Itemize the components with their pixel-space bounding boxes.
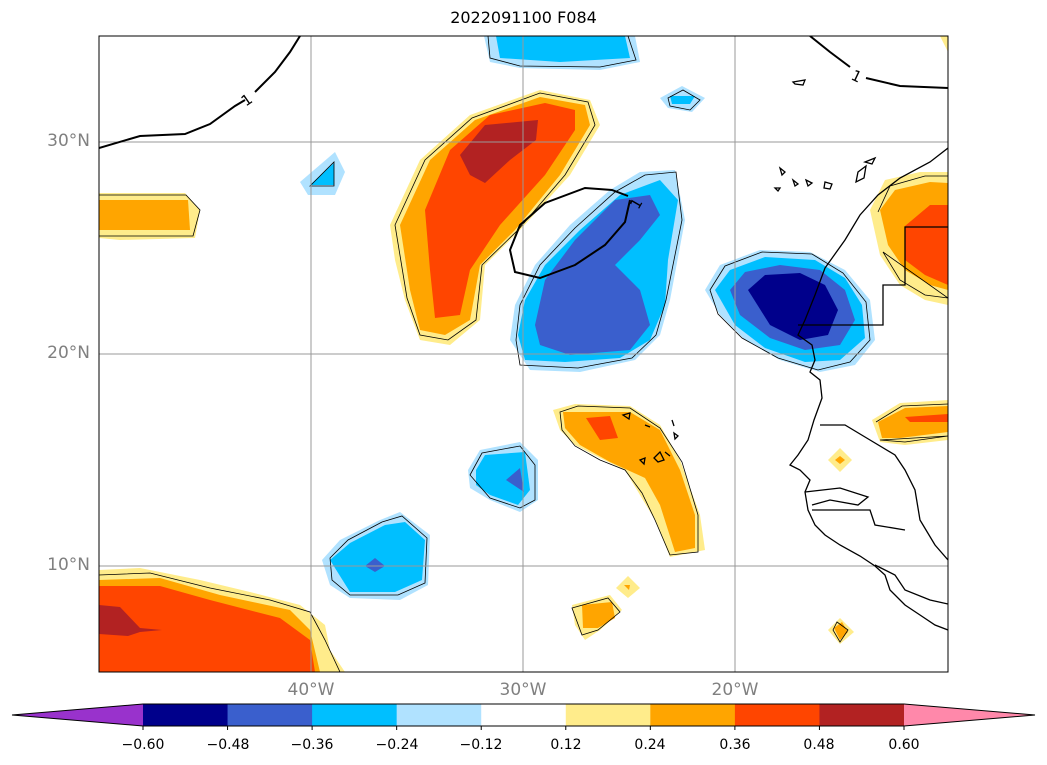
- colorbar-segment: [481, 704, 567, 726]
- lon-label-30w: 30°W: [499, 680, 547, 700]
- plot-frame: [98, 35, 949, 673]
- contour-label-left: 1: [238, 90, 256, 110]
- map-area: [99, 36, 948, 672]
- anomaly-outline-contours: [99, 36, 948, 672]
- colorbar-segment: [227, 704, 313, 726]
- colorbar-extend-low: [12, 704, 143, 726]
- contour-label-right: 1: [848, 66, 864, 86]
- colorbar-extend-high: [904, 704, 1035, 726]
- coastlines: [621, 79, 948, 631]
- colorbar-tick-label: 0.48: [803, 737, 835, 753]
- colorbar: [11, 703, 1036, 730]
- colorbar-tick-label: 0.24: [634, 737, 666, 753]
- anomaly-warm-south-central: [553, 404, 705, 557]
- anomaly-warm-small-south: [572, 576, 640, 640]
- gridlines: [99, 36, 948, 672]
- thick-contours: [99, 36, 948, 280]
- colorbar-segment: [312, 704, 398, 726]
- colorbar-segment: [396, 704, 482, 726]
- colorbar-tick-label: −0.48: [206, 737, 250, 753]
- anomaly-cold-central: [510, 170, 685, 372]
- colorbar-segment: [734, 704, 820, 726]
- colorbar-tick-label: −0.60: [121, 737, 165, 753]
- colorbar-segment: [819, 704, 905, 726]
- anomaly-cold-small: [300, 36, 705, 600]
- colorbar-tick-label: −0.12: [459, 737, 503, 753]
- colorbar-tick-label: 0.12: [550, 737, 582, 753]
- anomaly-warm-east: [828, 36, 948, 644]
- anomaly-warm-southwest: [99, 568, 345, 672]
- lat-label-30n: 30°N: [47, 131, 90, 151]
- plot-title: 2022091100 F084: [450, 8, 597, 27]
- colorbar-tick-label: −0.24: [375, 737, 419, 753]
- colorbar-tick-label: −0.36: [290, 737, 334, 753]
- lon-label-20w: 20°W: [711, 680, 759, 700]
- anomaly-warm-north-central: [390, 90, 600, 345]
- colorbar-tick-label: 0.36: [719, 737, 751, 753]
- anomaly-warm-west: [99, 193, 200, 240]
- lat-label-10n: 10°N: [47, 555, 90, 575]
- lat-label-20n: 20°N: [47, 343, 90, 363]
- colorbar-segment: [565, 704, 651, 726]
- lon-label-40w: 40°W: [287, 680, 335, 700]
- anomaly-cold-east: [705, 250, 875, 372]
- colorbar-segment: [143, 704, 229, 726]
- colorbar-tick-label: 0.60: [888, 737, 920, 753]
- colorbar-segment: [650, 704, 736, 726]
